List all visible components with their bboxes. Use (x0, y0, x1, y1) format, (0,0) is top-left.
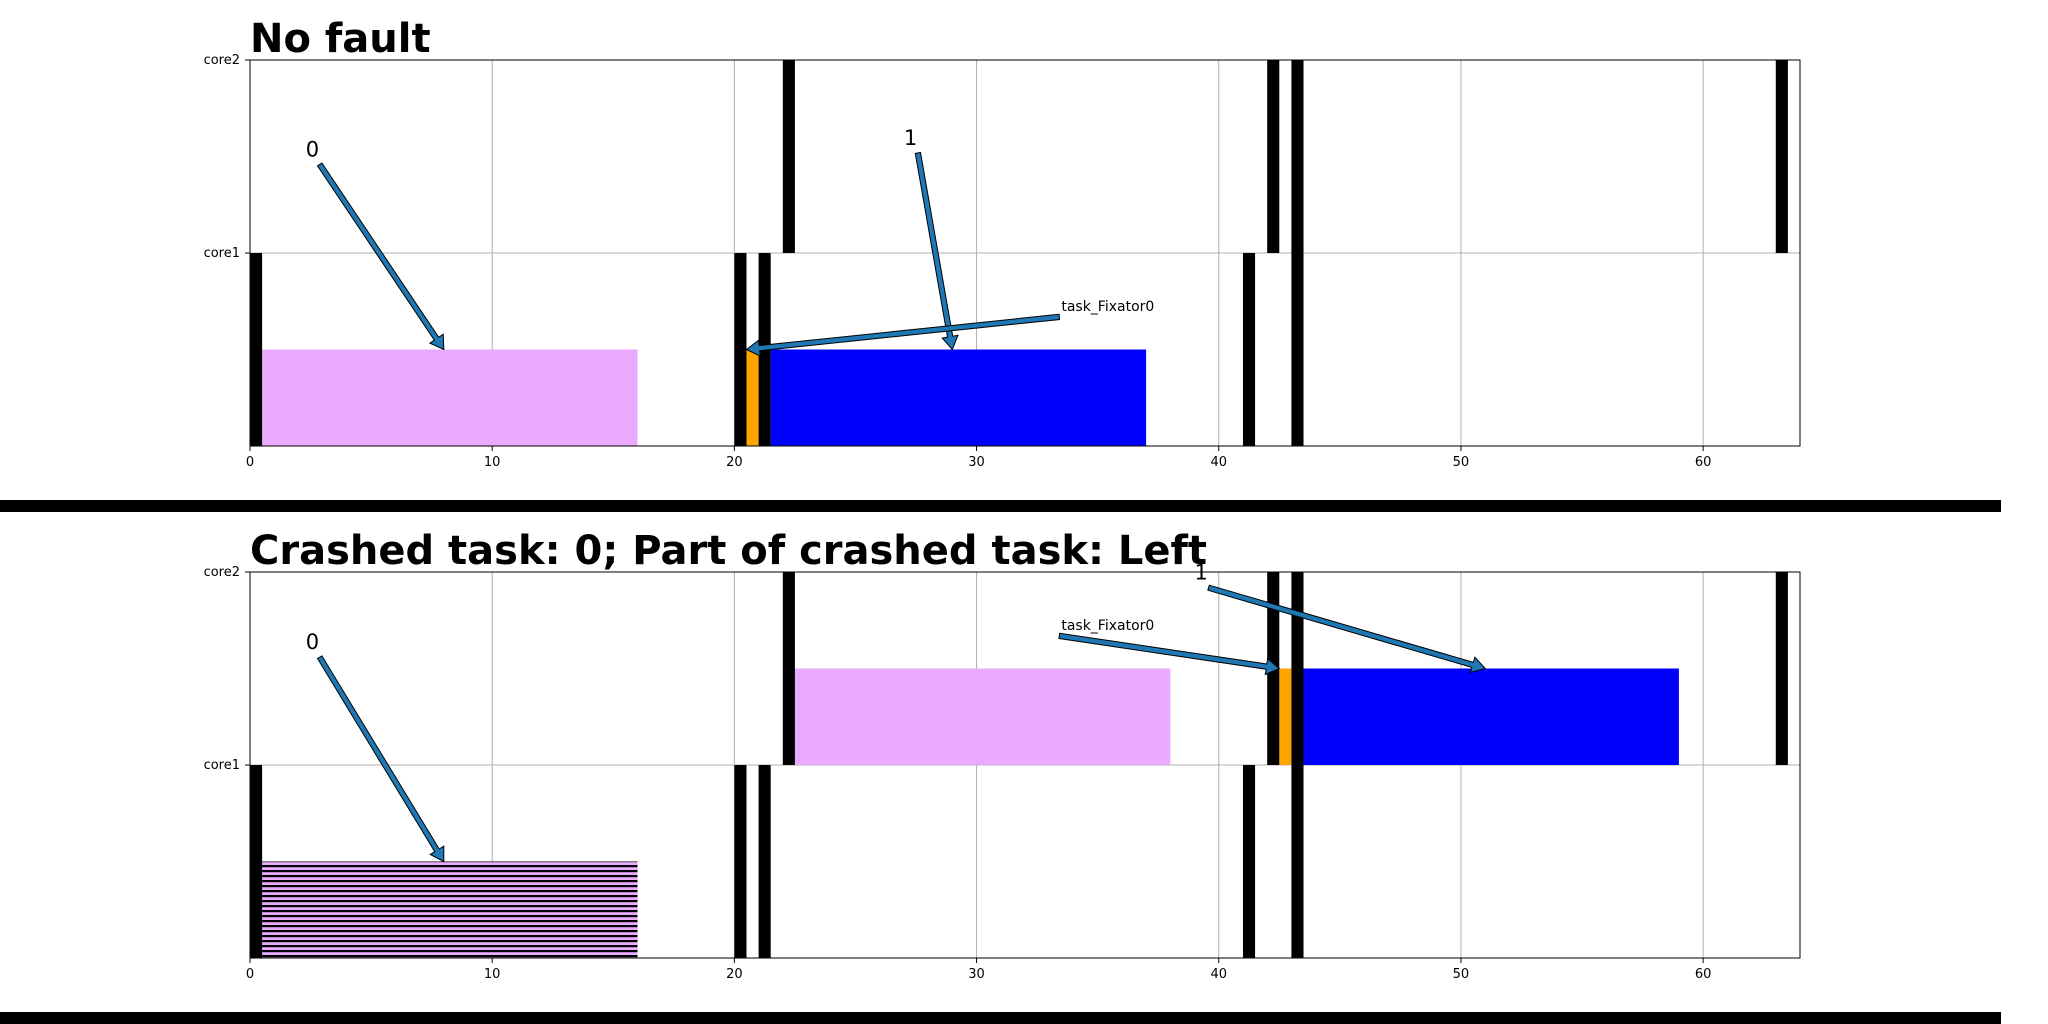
annotation-label: 0 (306, 630, 319, 654)
x-tick-label: 30 (968, 967, 985, 982)
annotation-arrow (316, 162, 445, 351)
annotation-arrow (1058, 632, 1281, 676)
core-label: core2 (204, 53, 240, 68)
annotation-label: 1 (1195, 561, 1208, 585)
panel-separator (0, 500, 2001, 512)
annotation-arrow (914, 151, 959, 351)
marker-stripe (250, 765, 263, 958)
x-tick-label: 10 (484, 455, 501, 470)
marker-stripe (1291, 765, 1304, 958)
annotation-label: 1 (904, 126, 917, 150)
x-tick-label: 50 (1453, 455, 1470, 470)
x-tick-label: 0 (246, 455, 254, 470)
task-bar (1303, 668, 1679, 765)
annotation-label: task_Fixator0 (1061, 618, 1154, 634)
marker-stripe (250, 253, 263, 446)
panel-crashed: Crashed task: 0; Part of crashed task: L… (204, 528, 1801, 982)
marker-stripe (734, 765, 747, 958)
x-tick-label: 40 (1210, 967, 1227, 982)
task-bar (1279, 668, 1292, 765)
task-bar (262, 349, 638, 446)
annotation-label: 0 (306, 138, 319, 162)
annotation-label: task_Fixator0 (1061, 299, 1154, 315)
x-tick-label: 30 (968, 455, 985, 470)
annotation-arrow (316, 655, 445, 863)
marker-stripe (734, 253, 747, 446)
marker-stripe (1775, 60, 1788, 253)
x-tick-label: 60 (1695, 455, 1712, 470)
task-bar (746, 349, 759, 446)
marker-stripe (1291, 60, 1304, 253)
marker-stripe (782, 572, 795, 765)
task-bar-crashed (262, 861, 638, 958)
x-tick-label: 40 (1210, 455, 1227, 470)
core-label: core2 (204, 565, 240, 580)
marker-stripe (1775, 572, 1788, 765)
marker-stripe (782, 60, 795, 253)
marker-stripe (758, 765, 771, 958)
chart-title: No fault (250, 16, 431, 62)
marker-stripe (1267, 60, 1280, 253)
chart-title: Crashed task: 0; Part of crashed task: L… (250, 528, 1207, 574)
x-tick-label: 0 (246, 967, 254, 982)
x-tick-label: 60 (1695, 967, 1712, 982)
panel-separator (0, 1012, 2001, 1024)
core-label: core1 (204, 758, 240, 773)
task-bar (770, 349, 1147, 446)
x-tick-label: 20 (726, 455, 743, 470)
annotation-arrow (745, 313, 1061, 357)
task-bar (794, 668, 1171, 765)
x-tick-label: 10 (484, 967, 501, 982)
annotation-arrow (1207, 584, 1487, 674)
marker-stripe (1242, 765, 1256, 958)
marker-stripe (1242, 253, 1256, 446)
x-tick-label: 50 (1453, 967, 1470, 982)
panel-no-fault: No fault 0 10 20 30 40 50 60 core1 core2 0 1 task_F… (204, 16, 1801, 470)
x-tick-label: 20 (726, 967, 743, 982)
core-label: core1 (204, 246, 240, 261)
marker-stripe (1291, 572, 1304, 765)
marker-stripe (1291, 253, 1304, 446)
